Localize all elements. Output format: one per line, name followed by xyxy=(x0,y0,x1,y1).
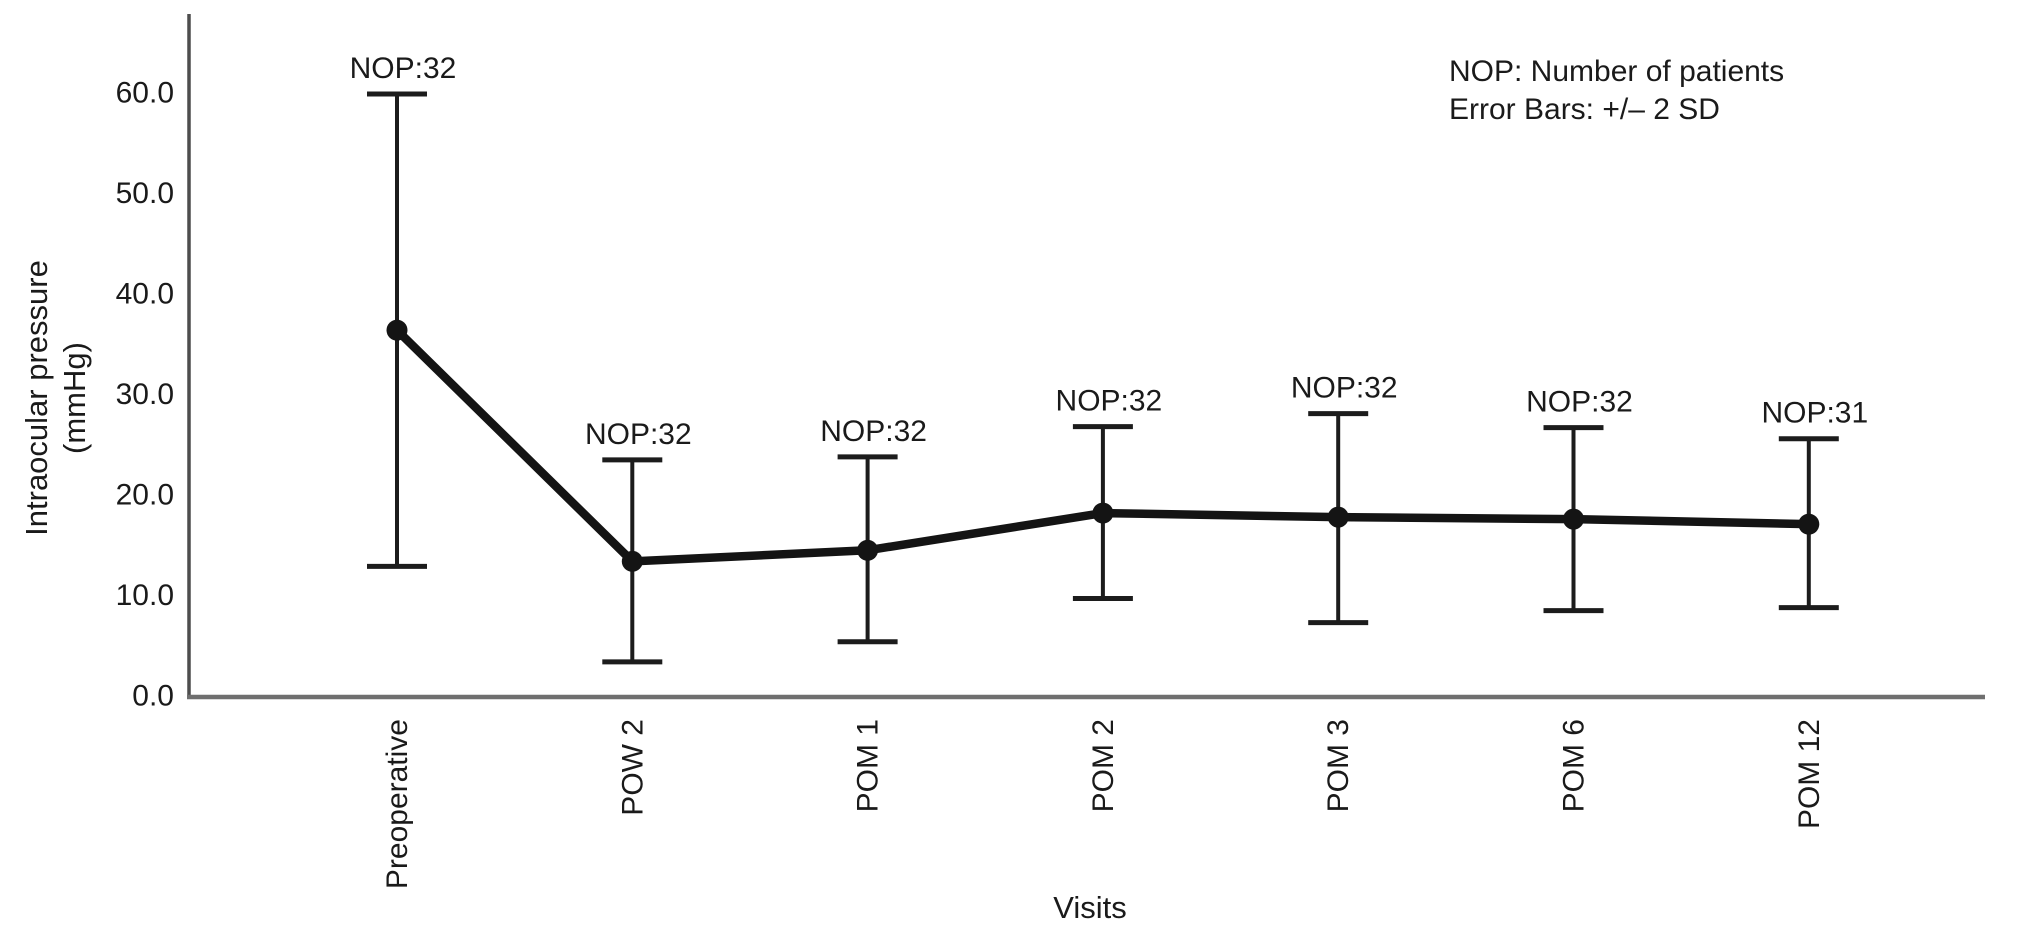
x-category-label: POM 3 xyxy=(1322,719,1355,812)
data-point xyxy=(1327,506,1349,528)
x-category-label: POM 6 xyxy=(1558,719,1591,812)
legend-line-error-bars: Error Bars: +/– 2 SD xyxy=(1449,93,1720,126)
x-category-label: POM 2 xyxy=(1087,719,1120,812)
x-category-label: POW 2 xyxy=(616,719,649,816)
data-point xyxy=(621,550,643,572)
y-tick-label: 50.0 xyxy=(116,177,174,210)
point-label: NOP:32 xyxy=(820,415,927,448)
data-point xyxy=(1092,502,1114,524)
point-label: NOP:32 xyxy=(350,52,457,85)
x-category-label: POM 12 xyxy=(1793,719,1826,829)
y-tick-label: 60.0 xyxy=(116,77,174,110)
legend-line-nop: NOP: Number of patients xyxy=(1449,55,1785,88)
y-tick-label: 10.0 xyxy=(116,579,174,612)
y-tick-label: 0.0 xyxy=(132,680,174,713)
chart-legend: NOP: Number of patients Error Bars: +/– … xyxy=(1449,53,1784,129)
point-label: NOP:31 xyxy=(1761,397,1868,430)
point-label: NOP:32 xyxy=(1291,372,1398,405)
x-axis-title: Visits xyxy=(1053,890,1127,925)
point-label: NOP:32 xyxy=(1526,386,1633,419)
point-label: NOP:32 xyxy=(1056,385,1163,418)
y-tick-label: 20.0 xyxy=(116,479,174,512)
y-axis-title-line2: (mmHg) xyxy=(57,342,92,454)
data-point xyxy=(386,319,408,341)
x-category-label: Preoperative xyxy=(381,719,414,889)
data-point xyxy=(1563,508,1584,530)
y-tick-label: 30.0 xyxy=(116,378,174,411)
data-point xyxy=(1798,513,1820,535)
y-tick-label: 40.0 xyxy=(116,278,174,311)
data-point xyxy=(857,539,879,561)
y-axis-title: Intraocular pressure (mmHg) xyxy=(18,260,94,536)
y-axis-title-line1: Intraocular pressure xyxy=(19,260,54,536)
x-category-label: POM 1 xyxy=(852,719,885,812)
point-label: NOP:32 xyxy=(585,418,692,451)
